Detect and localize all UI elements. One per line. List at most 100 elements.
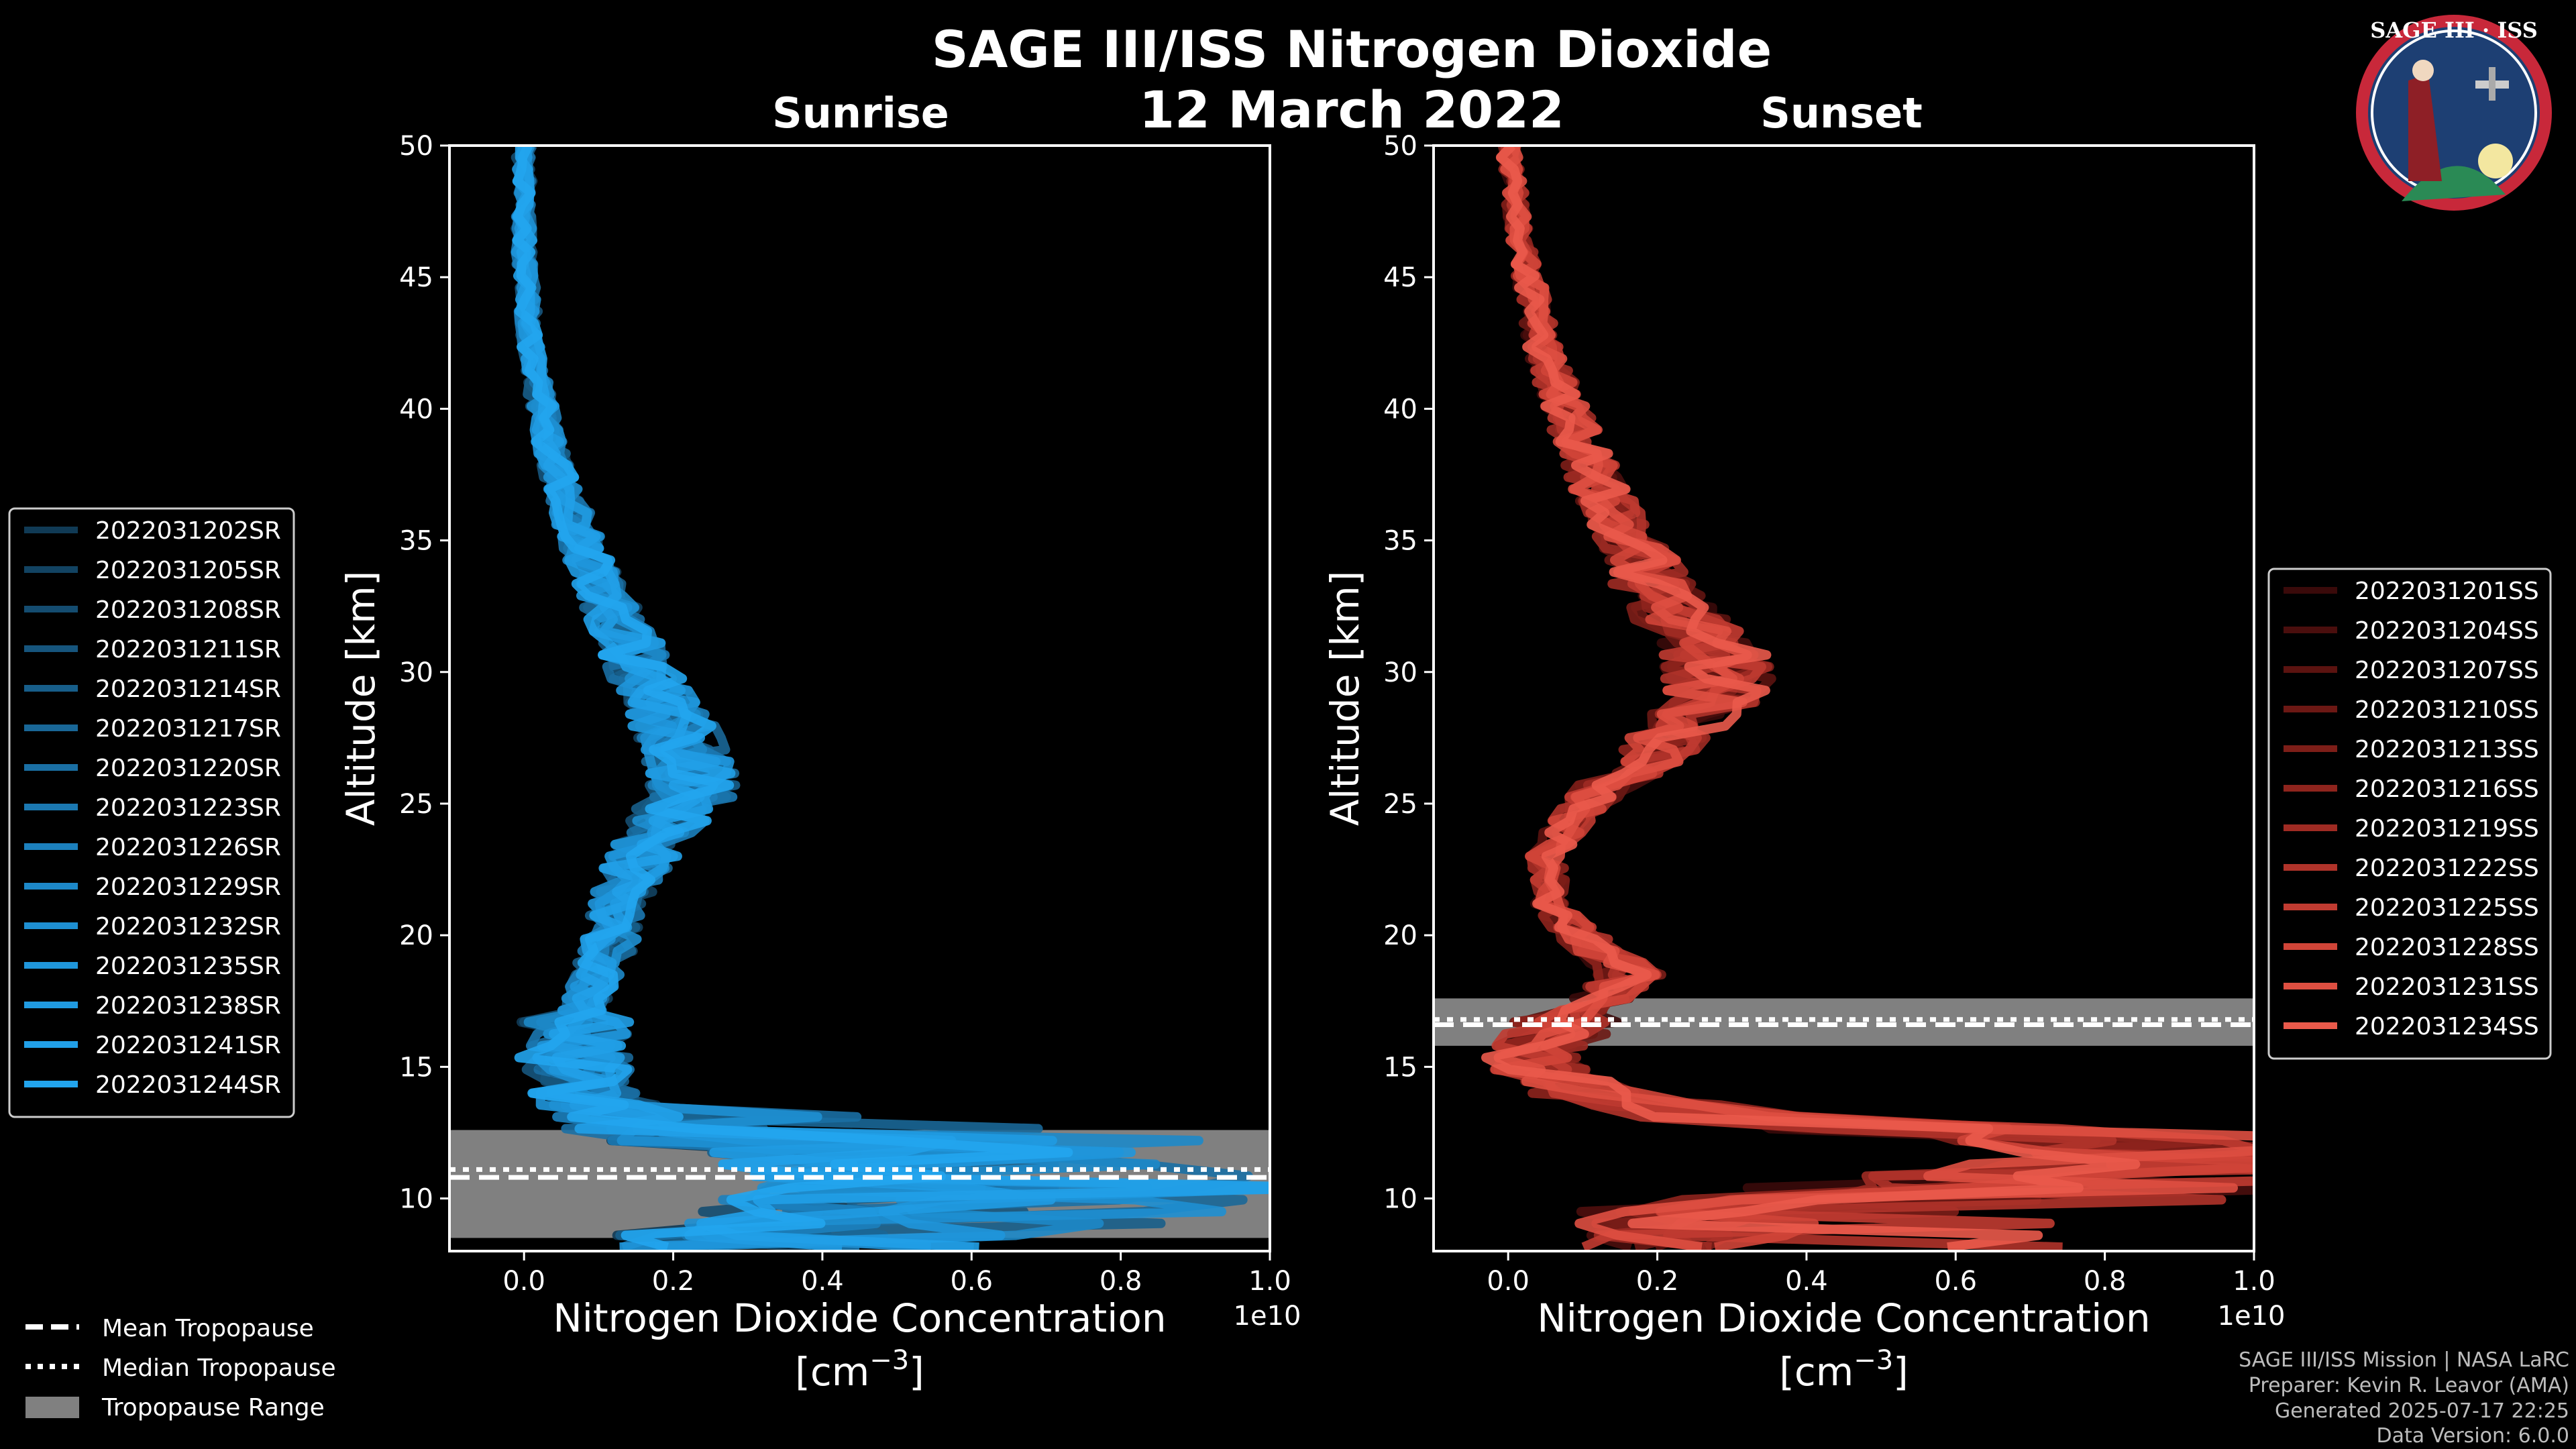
- sunrise-legend: 2022031202SR 2022031205SR 2022031208SR 2022…: [8, 507, 295, 1118]
- sun-icon: [2478, 144, 2513, 178]
- plot-frame: [448, 144, 1271, 1252]
- legend-label: 2022031235SR: [95, 953, 281, 980]
- plot-area: [1434, 146, 2254, 1251]
- legend-frame: [2267, 568, 2552, 1060]
- profile-line-2022031241SR: [512, 146, 1270, 1251]
- y-tick-label: 40: [399, 394, 433, 425]
- x-tick-label: 0.6: [950, 1266, 993, 1297]
- legend-label: 2022031216SS: [2355, 775, 2539, 803]
- y-tick-label: 30: [1383, 657, 1417, 688]
- y-tick-label: 15: [399, 1052, 433, 1083]
- y-tick-label: 10: [399, 1184, 433, 1215]
- x-tick-label: 0.6: [1934, 1266, 1977, 1297]
- legend-label: 2022031214SR: [95, 676, 281, 703]
- legend-label: 2022031210SS: [2355, 696, 2539, 724]
- legend-label: 2022031229SR: [95, 873, 281, 901]
- y-tick-label: 25: [399, 789, 433, 820]
- footer-line: Data Version: 6.0.0: [2377, 1424, 2569, 1448]
- profile-line-2022031244SR: [512, 146, 1073, 1251]
- x-tick-label: 0.4: [1785, 1266, 1828, 1297]
- legend-label: 2022031223SR: [95, 794, 281, 822]
- x-tick-label: 0.0: [1487, 1266, 1529, 1297]
- y-tick-label: 20: [1383, 920, 1417, 951]
- x-axis-unit: [cm−3]: [795, 1345, 924, 1395]
- legend-label: 2022031231SS: [2355, 973, 2539, 1001]
- x-tick-label: 0.0: [502, 1266, 545, 1297]
- legend-label: 2022031219SS: [2355, 815, 2539, 843]
- profile-line-2022031213SS: [1497, 146, 2254, 1251]
- x-offset-text: 1e10: [2218, 1301, 2286, 1332]
- profile-line-2022031201SS: [1489, 146, 2254, 1251]
- y-tick-label: 30: [399, 657, 433, 688]
- y-tick-label: 50: [1383, 131, 1417, 162]
- profile-line-2022031234SS: [1481, 146, 2141, 1251]
- legend-label: 2022031208SR: [95, 596, 281, 624]
- x-tick-label: 0.2: [652, 1266, 695, 1297]
- x-offset-text: 1e10: [1234, 1301, 1301, 1332]
- legend-label: 2022031225SS: [2355, 894, 2539, 922]
- earth-icon: [2402, 166, 2506, 201]
- logo-text: SAGE III · ISS: [2370, 17, 2538, 43]
- footer-line: Generated 2025-07-17 22:25: [2275, 1399, 2569, 1423]
- median-tropopause-label: Median Tropopause: [102, 1354, 336, 1382]
- legend-label: 2022031213SS: [2355, 736, 2539, 763]
- legend-frame: [8, 507, 295, 1118]
- legend-label: 2022031241SR: [95, 1032, 281, 1059]
- tropopause-legend: Mean Tropopause Median Tropopause Tropop…: [25, 1315, 336, 1421]
- sunset-legend: 2022031201SS 2022031204SS 2022031207SS 2022…: [2267, 568, 2552, 1060]
- y-tick-label: 35: [1383, 526, 1417, 557]
- tropopause-range-label: Tropopause Range: [101, 1394, 325, 1421]
- legend-label: 2022031207SS: [2355, 657, 2539, 684]
- x-tick-label: 0.4: [801, 1266, 844, 1297]
- x-axis-label: Nitrogen Dioxide Concentration: [1537, 1295, 2150, 1341]
- panel-subtitle: Sunrise: [772, 89, 949, 138]
- x-axis-label: Nitrogen Dioxide Concentration: [553, 1295, 1166, 1341]
- x-tick-label: 1.0: [1248, 1266, 1291, 1297]
- y-tick-label: 25: [1383, 789, 1417, 820]
- profile-line-2022031204SS: [1493, 146, 2254, 1251]
- profile-line-2022031231SS: [1493, 146, 2254, 1251]
- legend-label: 2022031222SS: [2355, 855, 2539, 882]
- x-tick-label: 0.8: [1099, 1266, 1142, 1297]
- plot-frame: [1432, 144, 2255, 1252]
- y-tick-label: 20: [399, 920, 433, 951]
- legend-label: 2022031220SR: [95, 755, 281, 782]
- x-axis-unit: [cm−3]: [1779, 1345, 1909, 1395]
- figure-date: 12 March 2022: [1139, 80, 1564, 140]
- y-tick-label: 45: [399, 262, 433, 293]
- sunset-panel: 0.0 0.2 0.4 0.6 0.8 1.0 10 15 20 25 30 35 40 45 50 Suns…: [1322, 89, 2286, 1395]
- legend-label: 2022031232SR: [95, 913, 281, 941]
- sunrise-panel: 0.0 0.2 0.4 0.6 0.8 1.0 10 15 20 25 30 35 40 45 50 Sunr…: [338, 89, 1301, 1395]
- mean-tropopause-label: Mean Tropopause: [102, 1315, 314, 1342]
- legend-label: 2022031217SR: [95, 715, 281, 743]
- footer: SAGE III/ISS Mission | NASA LaRC Prepare…: [2239, 1348, 2569, 1448]
- y-axis-label: Altitude [km]: [1322, 571, 1368, 826]
- legend-label: 2022031228SS: [2355, 934, 2539, 961]
- x-tick-label: 1.0: [2233, 1266, 2275, 1297]
- tropopause-range-swatch: [25, 1397, 79, 1418]
- legend-label: 2022031211SR: [95, 636, 281, 663]
- y-tick-label: 40: [1383, 394, 1417, 425]
- profile-line-2022031207SS: [1490, 146, 2254, 1251]
- x-tick-label: 0.8: [2084, 1266, 2127, 1297]
- legend-label: 2022031238SR: [95, 992, 281, 1020]
- y-tick-label: 50: [399, 131, 433, 162]
- y-tick-label: 45: [1383, 262, 1417, 293]
- legend-label: 2022031226SR: [95, 834, 281, 861]
- profile-line-2022031210SS: [1501, 146, 2254, 1251]
- legend-label: 2022031234SS: [2355, 1013, 2539, 1040]
- x-tick-label: 0.2: [1636, 1266, 1679, 1297]
- footer-line: Preparer: Kevin R. Leavor (AMA): [2249, 1374, 2569, 1397]
- y-axis-label: Altitude [km]: [338, 571, 384, 826]
- legend-label: 2022031205SR: [95, 557, 281, 584]
- legend-label: 2022031244SR: [95, 1071, 281, 1099]
- plot-area: [449, 146, 1270, 1251]
- footer-line: SAGE III/ISS Mission | NASA LaRC: [2239, 1348, 2569, 1372]
- legend-label: 2022031202SR: [95, 517, 281, 545]
- sage-logo: SAGE III · ISS: [2356, 15, 2552, 211]
- legend-label: 2022031201SS: [2355, 578, 2539, 605]
- figure-title: SAGE III/ISS Nitrogen Dioxide: [932, 19, 1772, 79]
- y-tick-label: 35: [399, 526, 433, 557]
- panel-subtitle: Sunset: [1760, 89, 1923, 138]
